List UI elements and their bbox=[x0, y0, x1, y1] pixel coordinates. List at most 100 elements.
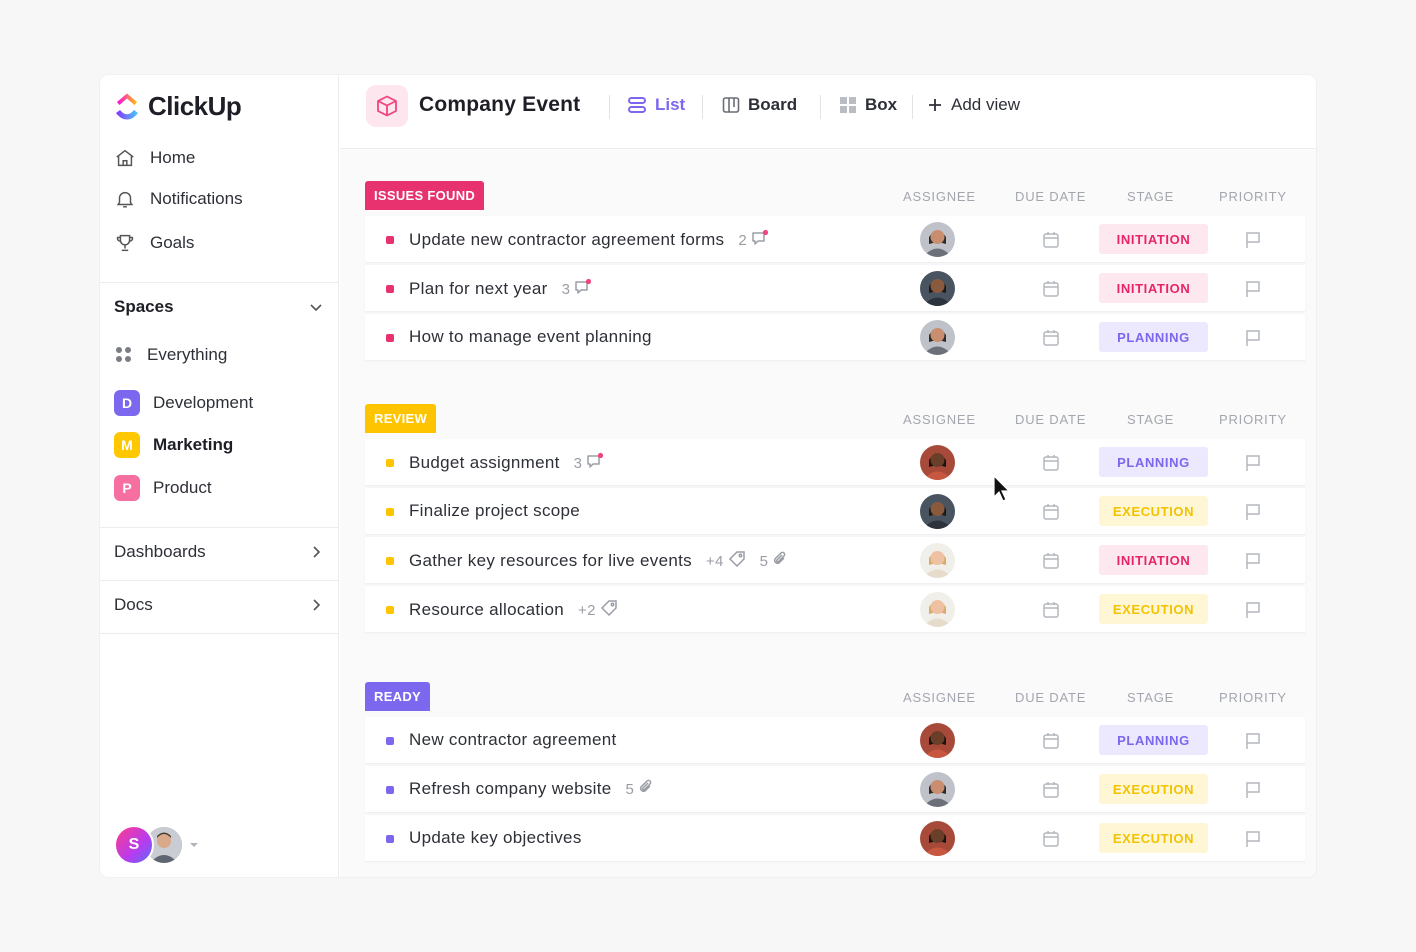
task-name[interactable]: Resource allocation +2 bbox=[409, 599, 618, 621]
comments-count[interactable]: 3 bbox=[574, 452, 605, 474]
status-dot[interactable] bbox=[386, 786, 394, 794]
nav-home[interactable]: Home bbox=[114, 147, 195, 169]
flag-icon[interactable] bbox=[1243, 600, 1263, 625]
column-header-priority[interactable]: PRIORITY bbox=[1219, 690, 1287, 705]
status-dot[interactable] bbox=[386, 459, 394, 467]
assignee-avatar[interactable] bbox=[920, 772, 955, 807]
attachments-count[interactable]: 5 bbox=[626, 779, 655, 799]
stage-badge[interactable]: INITIATION bbox=[1099, 224, 1208, 254]
calendar-icon[interactable] bbox=[1041, 230, 1061, 255]
calendar-icon[interactable] bbox=[1041, 328, 1061, 353]
status-dot[interactable] bbox=[386, 557, 394, 565]
tab-board[interactable]: Board bbox=[722, 95, 797, 115]
stage-badge[interactable]: EXECUTION bbox=[1099, 774, 1208, 804]
clickup-logo[interactable]: ClickUp bbox=[114, 89, 242, 123]
group-status-tag[interactable]: REVIEW bbox=[365, 404, 437, 433]
stage-badge[interactable]: EXECUTION bbox=[1099, 496, 1208, 526]
column-header-due-date[interactable]: DUE DATE bbox=[1015, 412, 1087, 427]
column-header-stage[interactable]: STAGE bbox=[1127, 412, 1175, 427]
task-row[interactable]: Resource allocation +2 EXECUTION bbox=[365, 586, 1305, 633]
tags-count[interactable]: +2 bbox=[578, 599, 618, 621]
stage-badge[interactable]: EXECUTION bbox=[1099, 823, 1208, 853]
task-name[interactable]: Gather key resources for live events +4 5 bbox=[409, 550, 788, 572]
task-name[interactable]: Refresh company website 5 bbox=[409, 779, 654, 799]
flag-icon[interactable] bbox=[1243, 502, 1263, 527]
flag-icon[interactable] bbox=[1243, 829, 1263, 854]
column-header-due-date[interactable]: DUE DATE bbox=[1015, 189, 1087, 204]
assignee-avatar[interactable] bbox=[920, 821, 955, 856]
task-row[interactable]: Finalize project scope EXECUTION bbox=[365, 488, 1305, 535]
status-dot[interactable] bbox=[386, 737, 394, 745]
flag-icon[interactable] bbox=[1243, 230, 1263, 255]
add-view-button[interactable]: Add view bbox=[927, 95, 1020, 115]
task-name[interactable]: New contractor agreement bbox=[409, 730, 617, 750]
tags-count[interactable]: +4 bbox=[706, 550, 746, 572]
task-name[interactable]: Update key objectives bbox=[409, 828, 582, 848]
column-header-stage[interactable]: STAGE bbox=[1127, 189, 1175, 204]
stage-badge[interactable]: INITIATION bbox=[1099, 545, 1208, 575]
stage-badge[interactable]: EXECUTION bbox=[1099, 594, 1208, 624]
column-header-priority[interactable]: PRIORITY bbox=[1219, 189, 1287, 204]
attachments-count[interactable]: 5 bbox=[760, 551, 789, 571]
column-header-stage[interactable]: STAGE bbox=[1127, 690, 1175, 705]
column-header-assignee[interactable]: ASSIGNEE bbox=[903, 189, 976, 204]
calendar-icon[interactable] bbox=[1041, 502, 1061, 527]
sidebar-item-dashboards[interactable]: Dashboards bbox=[114, 542, 324, 562]
tab-list[interactable]: List bbox=[627, 95, 685, 115]
comments-count[interactable]: 2 bbox=[738, 229, 769, 251]
status-dot[interactable] bbox=[386, 285, 394, 293]
sidebar-item-development[interactable]: D Development bbox=[114, 390, 253, 416]
assignee-avatar[interactable] bbox=[920, 271, 955, 306]
flag-icon[interactable] bbox=[1243, 780, 1263, 805]
task-row[interactable]: Budget assignment 3 PLANNING bbox=[365, 439, 1305, 486]
calendar-icon[interactable] bbox=[1041, 600, 1061, 625]
comments-count[interactable]: 3 bbox=[562, 278, 593, 300]
task-name[interactable]: How to manage event planning bbox=[409, 327, 652, 347]
calendar-icon[interactable] bbox=[1041, 780, 1061, 805]
tab-box[interactable]: Box bbox=[839, 95, 897, 115]
task-row[interactable]: New contractor agreement PLANNING bbox=[365, 717, 1305, 764]
nav-notifications[interactable]: Notifications bbox=[114, 188, 243, 210]
flag-icon[interactable] bbox=[1243, 279, 1263, 304]
flag-icon[interactable] bbox=[1243, 328, 1263, 353]
calendar-icon[interactable] bbox=[1041, 453, 1061, 478]
sidebar-item-product[interactable]: P Product bbox=[114, 475, 212, 501]
group-status-tag[interactable]: ISSUES FOUND bbox=[365, 181, 485, 210]
spaces-header[interactable]: Spaces bbox=[114, 297, 324, 317]
assignee-avatar[interactable] bbox=[920, 445, 955, 480]
calendar-icon[interactable] bbox=[1041, 829, 1061, 854]
assignee-avatar[interactable] bbox=[920, 494, 955, 529]
task-row[interactable]: Update key objectives EXECUTION bbox=[365, 815, 1305, 862]
status-dot[interactable] bbox=[386, 236, 394, 244]
calendar-icon[interactable] bbox=[1041, 731, 1061, 756]
assignee-avatar[interactable] bbox=[920, 320, 955, 355]
calendar-icon[interactable] bbox=[1041, 551, 1061, 576]
task-row[interactable]: Gather key resources for live events +4 5 … bbox=[365, 537, 1305, 584]
assignee-avatar[interactable] bbox=[920, 723, 955, 758]
task-row[interactable]: Refresh company website 5 EXECUTION bbox=[365, 766, 1305, 813]
assignee-avatar[interactable] bbox=[920, 592, 955, 627]
flag-icon[interactable] bbox=[1243, 551, 1263, 576]
task-row[interactable]: Update new contractor agreement forms 2 I… bbox=[365, 216, 1305, 263]
group-status-tag[interactable]: READY bbox=[365, 682, 431, 711]
stage-badge[interactable]: PLANNING bbox=[1099, 447, 1208, 477]
chevron-down-icon[interactable] bbox=[308, 299, 324, 315]
calendar-icon[interactable] bbox=[1041, 279, 1061, 304]
status-dot[interactable] bbox=[386, 606, 394, 614]
assignee-avatar[interactable] bbox=[920, 543, 955, 578]
flag-icon[interactable] bbox=[1243, 731, 1263, 756]
status-dot[interactable] bbox=[386, 508, 394, 516]
sidebar-item-docs[interactable]: Docs bbox=[114, 595, 324, 615]
task-row[interactable]: Plan for next year 3 INITIATION bbox=[365, 265, 1305, 312]
task-name[interactable]: Finalize project scope bbox=[409, 501, 580, 521]
status-dot[interactable] bbox=[386, 835, 394, 843]
task-row[interactable]: How to manage event planning PLANNING bbox=[365, 314, 1305, 361]
assignee-avatar[interactable] bbox=[920, 222, 955, 257]
sidebar-item-marketing[interactable]: M Marketing bbox=[114, 432, 233, 458]
column-header-due-date[interactable]: DUE DATE bbox=[1015, 690, 1087, 705]
task-name[interactable]: Update new contractor agreement forms 2 bbox=[409, 229, 769, 251]
user-menu[interactable]: S bbox=[114, 825, 200, 865]
sidebar-item-everything[interactable]: Everything bbox=[114, 345, 227, 365]
stage-badge[interactable]: PLANNING bbox=[1099, 322, 1208, 352]
column-header-assignee[interactable]: ASSIGNEE bbox=[903, 690, 976, 705]
